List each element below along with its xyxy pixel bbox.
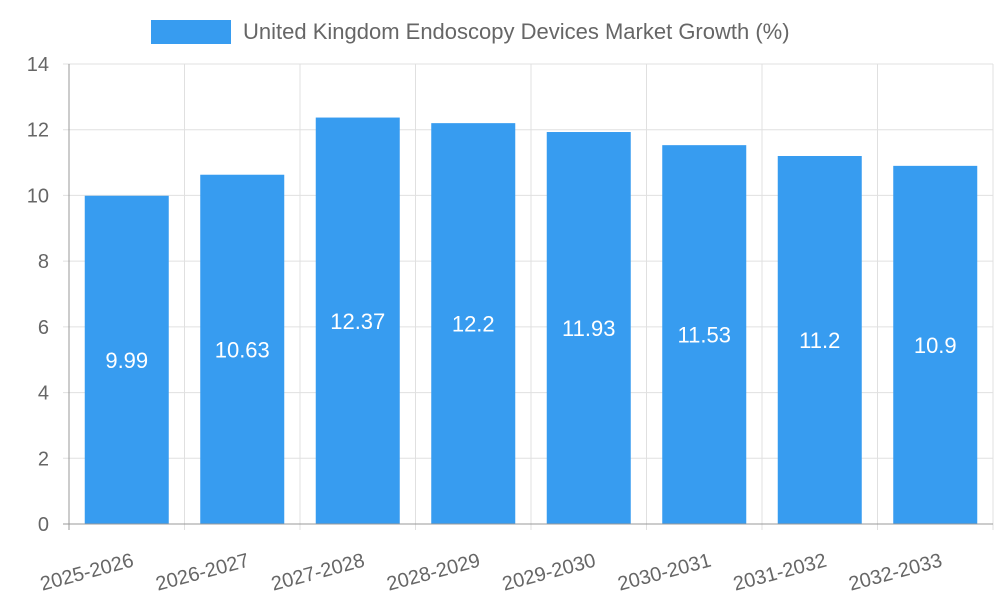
bars (84, 117, 978, 525)
bar-2032-2033[interactable] (893, 165, 978, 524)
x-tick-label: 2025-2026 (38, 550, 136, 596)
x-tick-labels: 2025-2026 2026-2027 2027-2028 2028-2029 2029… (38, 550, 945, 596)
x-tick-label: 2027-2028 (269, 550, 367, 596)
data-label: 9.99 (105, 348, 148, 373)
data-label: 10.9 (914, 333, 957, 358)
x-tick-label: 2026-2027 (153, 550, 251, 596)
bar-2025-2026[interactable] (84, 195, 169, 524)
bar-2031-2032[interactable] (777, 156, 862, 524)
y-tick-labels: 0 2 4 6 8 10 12 14 (27, 54, 49, 536)
data-label: 11.93 (562, 316, 615, 341)
legend-swatch (151, 20, 231, 44)
bar-2029-2030[interactable] (546, 132, 631, 524)
x-tick-label: 2032-2033 (846, 550, 944, 596)
y-tick-label: 6 (38, 317, 49, 339)
x-tick-label: 2029-2030 (500, 550, 598, 596)
bar-2027-2028[interactable] (315, 117, 400, 525)
data-label: 10.63 (215, 337, 270, 362)
y-tick-label: 4 (38, 383, 49, 405)
bar-2030-2031[interactable] (662, 145, 747, 524)
bar-2028-2029[interactable] (431, 123, 516, 525)
data-labels: 9.99 10.63 12.37 12.2 11.93 11.53 11.2 10.9 (105, 309, 956, 373)
axes (68, 64, 993, 525)
bar-2026-2027[interactable] (200, 174, 285, 524)
data-label: 12.37 (330, 309, 385, 334)
x-tick-label: 2028-2029 (384, 550, 482, 596)
data-label: 12.2 (452, 312, 495, 337)
y-tick-label: 12 (27, 120, 49, 142)
data-label: 11.2 (799, 328, 840, 353)
y-tick-label: 2 (38, 448, 49, 470)
legend-label: United Kingdom Endoscopy Devices Market … (243, 19, 790, 44)
y-tick-label: 10 (27, 185, 49, 207)
data-label: 11.53 (678, 323, 731, 348)
x-tick-label: 2030-2031 (615, 550, 713, 596)
y-tick-label: 0 (38, 514, 49, 536)
x-tick-label: 2031-2032 (731, 550, 829, 596)
y-tick-label: 14 (27, 54, 49, 76)
legend[interactable]: United Kingdom Endoscopy Devices Market … (151, 19, 790, 44)
y-tick-label: 8 (38, 251, 49, 273)
